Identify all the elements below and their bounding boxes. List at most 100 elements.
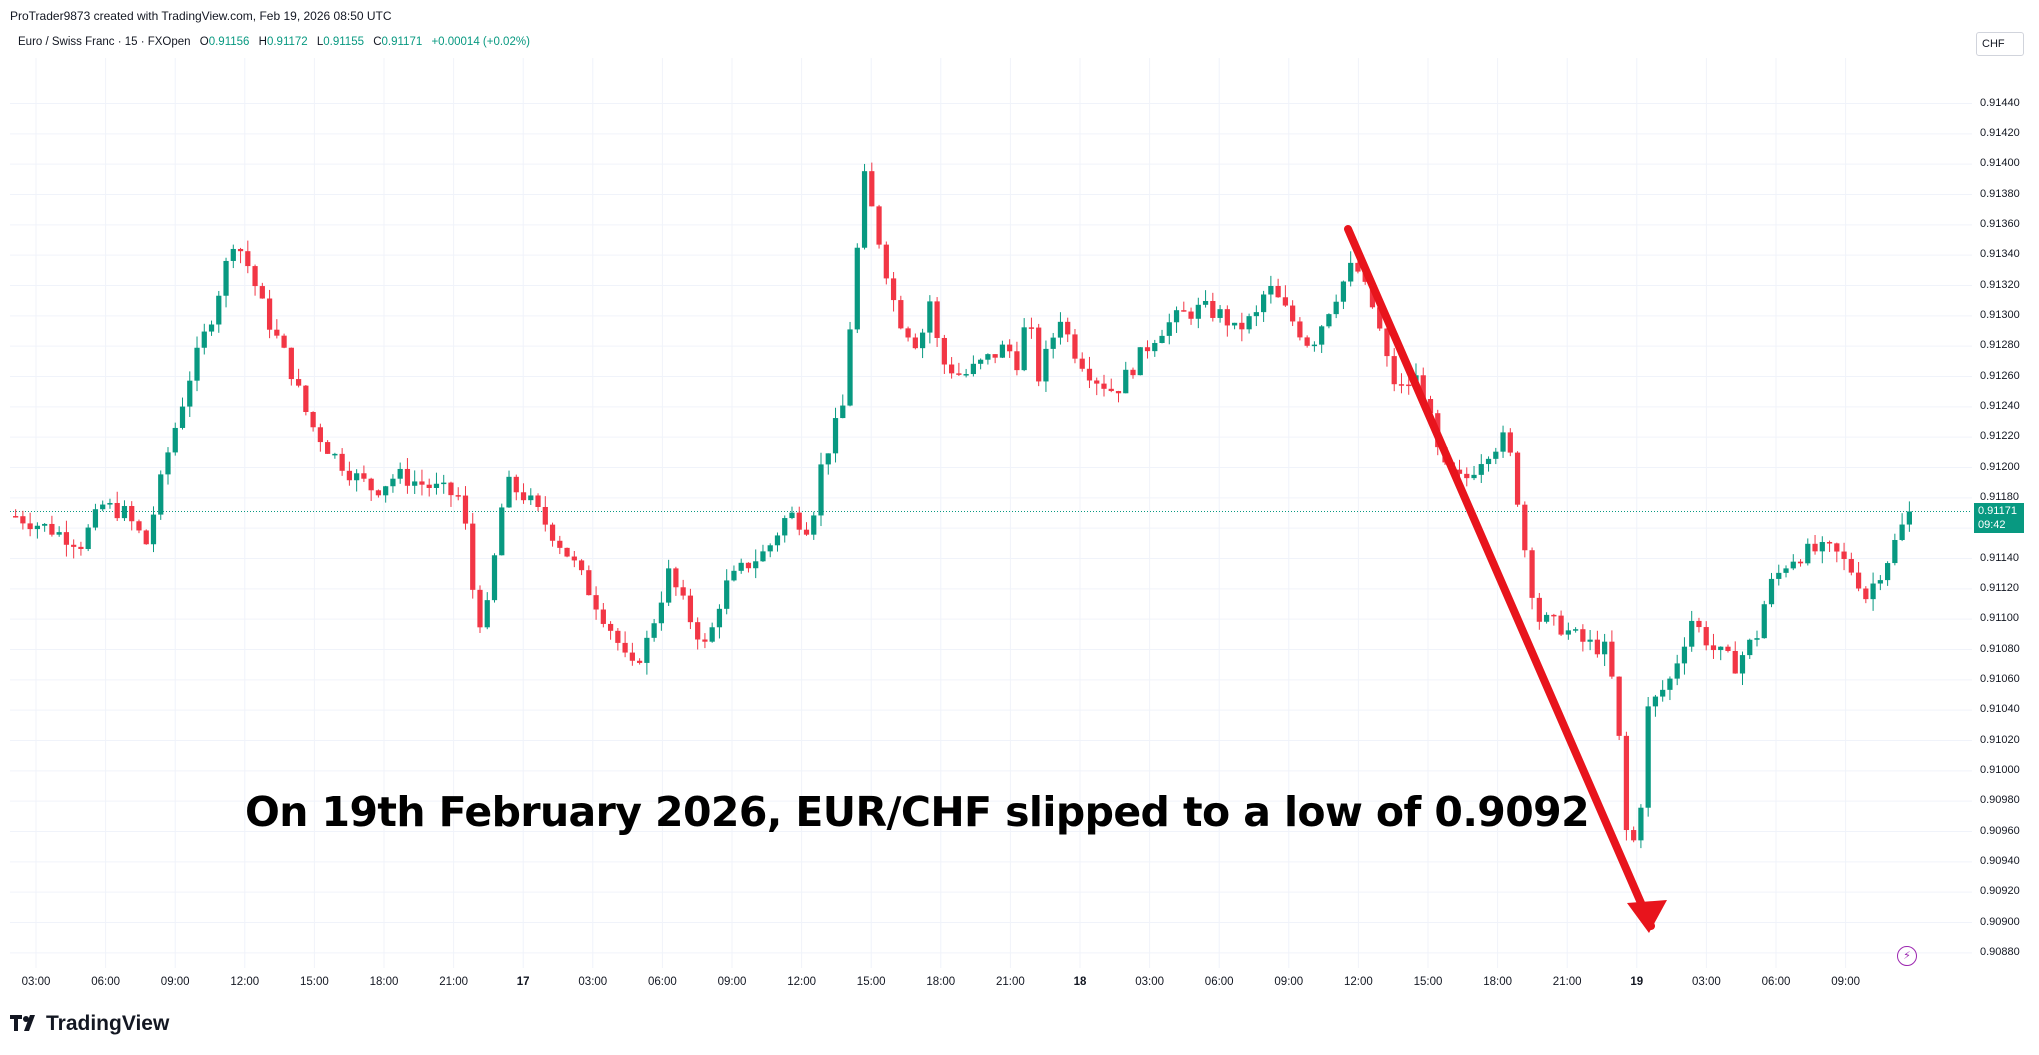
- candle-up: [1638, 804, 1644, 849]
- candle-up: [731, 565, 737, 582]
- candle-body: [1340, 281, 1347, 302]
- candle-body: [934, 301, 940, 338]
- candle-body: [999, 344, 1006, 358]
- chart-annotation: On 19th February 2026, EUR/CHF slipped t…: [245, 788, 1590, 836]
- candle-up: [56, 526, 62, 537]
- candle-down: [1398, 373, 1405, 394]
- candle-body: [695, 622, 701, 640]
- candle-down: [1115, 390, 1122, 403]
- candle-down: [1812, 535, 1818, 555]
- candle-body: [600, 609, 606, 624]
- price-axis[interactable]: 0.91440 0.91420 0.91400 0.91380 0.91360 0.913…: [1972, 0, 2039, 1000]
- price-tick-label: 0.91340: [1980, 248, 2020, 261]
- candle-up: [1602, 633, 1608, 667]
- time-tick-label: 09:00: [1831, 976, 1860, 988]
- candle-body: [274, 329, 280, 336]
- candle-body: [1224, 309, 1230, 326]
- candle-up: [760, 544, 766, 562]
- candle-down: [1725, 644, 1731, 653]
- candle-body: [484, 600, 490, 628]
- candle-body: [1123, 369, 1129, 394]
- time-tick-label: 15:00: [1413, 976, 1443, 988]
- candle-down: [1007, 339, 1013, 358]
- time-tick-label: 03:00: [21, 976, 51, 988]
- price-tick-label: 0.91040: [1980, 703, 2020, 716]
- candle-body: [1057, 321, 1064, 338]
- candle-body: [1529, 550, 1535, 598]
- candle-body: [680, 587, 686, 596]
- candle-body: [1108, 388, 1114, 392]
- candle-up: [1202, 290, 1209, 308]
- candle-body: [1181, 310, 1187, 312]
- candle-body: [1166, 322, 1172, 336]
- candle-body: [1558, 615, 1564, 635]
- candle-body: [1290, 305, 1296, 322]
- time-tick-label: 09:00: [1274, 976, 1304, 988]
- lightning-icon[interactable]: ⚡: [1897, 946, 1917, 966]
- candle-down: [1529, 547, 1535, 610]
- candle-body: [1130, 369, 1136, 376]
- candle-body: [1253, 312, 1259, 317]
- candle-body: [1500, 432, 1506, 452]
- tradingview-brand[interactable]: TradingView: [10, 1012, 169, 1036]
- candle-down: [20, 510, 26, 530]
- candle-down: [1797, 559, 1804, 567]
- candle-body: [1275, 286, 1281, 298]
- candle-body: [709, 627, 715, 642]
- candle-body: [266, 298, 273, 330]
- candle-down: [1703, 621, 1709, 651]
- candle-body: [1877, 580, 1883, 584]
- candle-body: [1377, 307, 1383, 329]
- symbol-legend[interactable]: Euro / Swiss Franc · 15 · FXOpen O0.9115…: [18, 36, 530, 48]
- candle-down: [680, 579, 686, 600]
- candle-up: [978, 358, 984, 370]
- candle-body: [121, 506, 128, 519]
- candle-body: [1580, 629, 1586, 642]
- candle-up: [390, 474, 396, 493]
- candle-down: [622, 631, 628, 658]
- candle-body: [803, 529, 810, 535]
- candle-body: [27, 523, 33, 530]
- candle-body: [85, 527, 91, 549]
- candle-body: [1326, 314, 1332, 327]
- candle-body: [811, 515, 817, 535]
- candle-body: [1667, 678, 1673, 690]
- candle-down: [1290, 300, 1296, 327]
- candle-body: [927, 301, 933, 333]
- candle-body: [1036, 327, 1042, 382]
- price-tick-label: 0.90960: [1980, 824, 2020, 837]
- candle-body: [470, 523, 476, 590]
- candle-down: [629, 642, 635, 666]
- candle-body: [702, 639, 708, 642]
- candlestick-chart[interactable]: [10, 58, 1972, 968]
- candle-down: [1297, 317, 1303, 341]
- candle-body: [1210, 300, 1216, 318]
- candle-up: [1790, 554, 1796, 571]
- candle-down: [1522, 501, 1528, 558]
- candle-up: [383, 485, 389, 503]
- candle-body: [1638, 807, 1644, 841]
- candle-down: [346, 461, 353, 486]
- candle-down: [520, 483, 527, 504]
- time-tick-label: 12:00: [787, 976, 816, 988]
- candle-body: [963, 374, 969, 376]
- candle-up: [1217, 305, 1223, 323]
- candle-up: [651, 618, 657, 642]
- candle-down: [941, 334, 947, 374]
- candle-body: [114, 502, 120, 519]
- candle-body: [71, 544, 77, 547]
- price-tick-label: 0.91240: [1980, 399, 2020, 412]
- candle-body: [1246, 316, 1252, 330]
- time-tick-label: 03:00: [578, 976, 608, 988]
- candle-down: [1014, 341, 1020, 376]
- candle-up: [1348, 251, 1354, 287]
- candle-down: [1210, 292, 1216, 322]
- candle-body: [100, 504, 106, 510]
- time-axis[interactable]: 03:00 06:00 09:00 12:00 15:00 18:00 21:00 17 03:…: [10, 968, 1972, 998]
- candle-up: [861, 163, 868, 250]
- currency-unit-button[interactable]: CHF: [1976, 32, 2024, 56]
- candle-body: [1739, 655, 1746, 674]
- symbol-name[interactable]: Euro / Swiss Franc · 15 · FXOpen: [18, 36, 191, 48]
- candle-body: [237, 248, 244, 252]
- candle-down: [63, 520, 70, 557]
